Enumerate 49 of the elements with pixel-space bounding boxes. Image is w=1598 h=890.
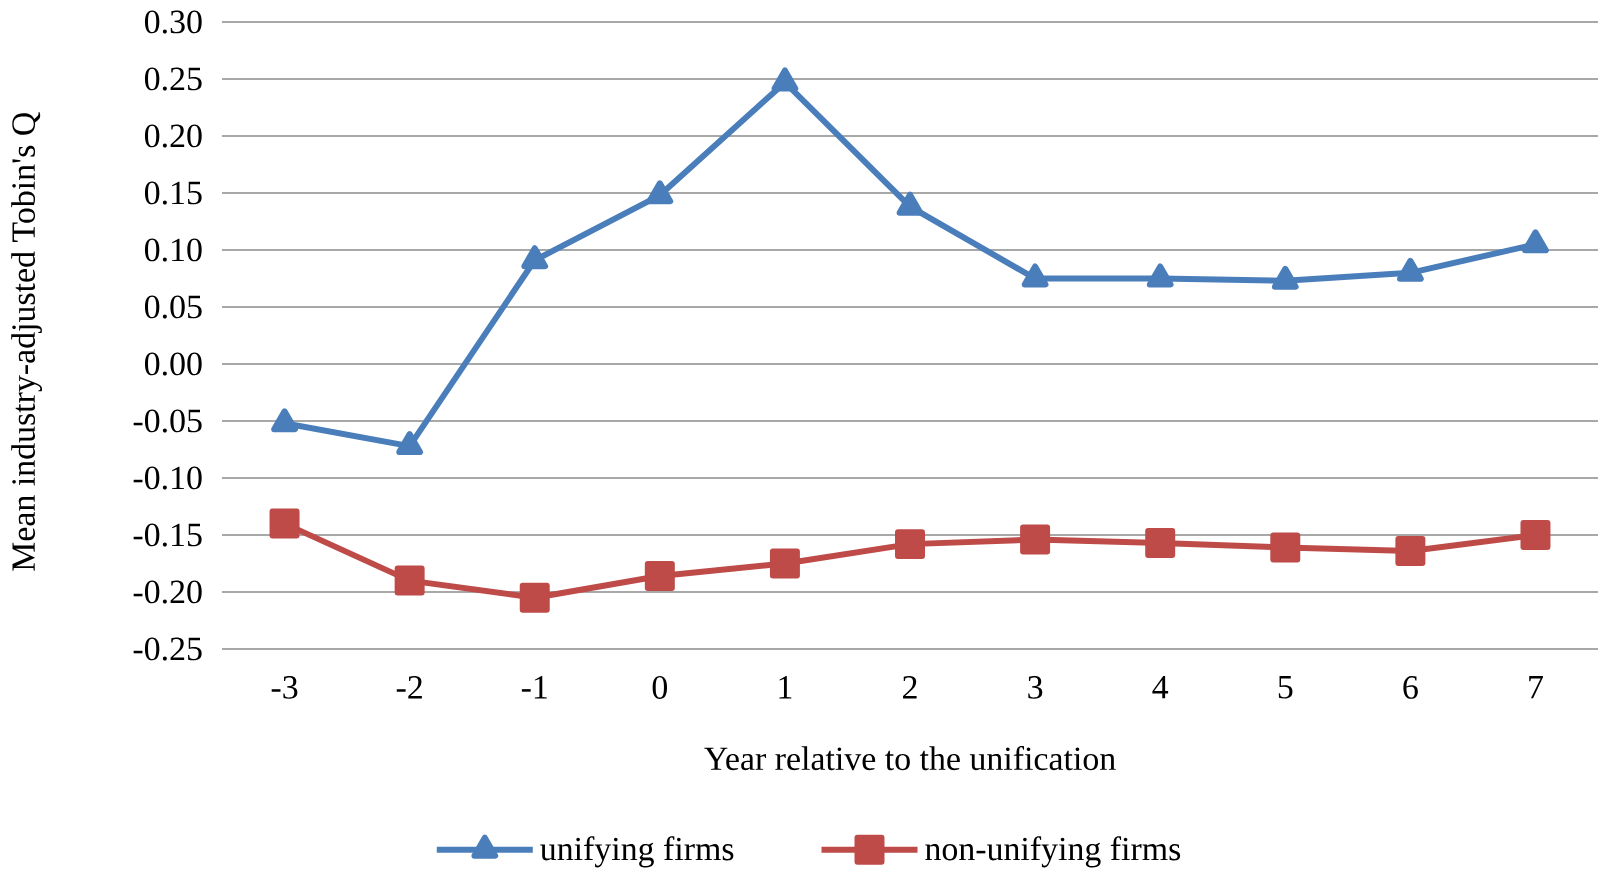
x-tick-label: 1 xyxy=(779,676,792,699)
point xyxy=(269,508,300,539)
x-axis-title: Year relative to the unification xyxy=(704,746,1116,771)
point xyxy=(771,67,799,92)
point xyxy=(769,548,800,579)
point xyxy=(896,191,924,216)
point xyxy=(1021,263,1049,288)
x-tick-label: 3 xyxy=(1028,676,1043,699)
x-tick-label: 7 xyxy=(1529,676,1543,699)
point xyxy=(396,431,424,456)
point xyxy=(644,561,675,592)
y-tick-label: 0.25 xyxy=(144,67,202,91)
point xyxy=(1520,520,1551,550)
y-tick-label: -0.15 xyxy=(133,523,202,547)
y-tick-label: -0.05 xyxy=(133,409,202,433)
x-tick-label: -3 xyxy=(271,676,298,699)
point xyxy=(1396,257,1424,282)
y-tick-label: 0.15 xyxy=(144,181,202,205)
point xyxy=(1146,263,1174,288)
x-tick-label: 0 xyxy=(652,676,668,699)
point xyxy=(521,245,549,270)
point xyxy=(394,565,425,596)
y-tick-label: 0.30 xyxy=(144,10,202,34)
y-tick-label: -0.20 xyxy=(133,580,202,604)
y-tick-label: 0.00 xyxy=(144,352,202,376)
x-tick-label: 2 xyxy=(903,676,917,699)
point xyxy=(1271,265,1299,290)
x-tick-label: 6 xyxy=(1403,676,1418,699)
point xyxy=(271,408,298,433)
point xyxy=(1522,229,1549,254)
y-tick-label: 0.05 xyxy=(144,295,202,319)
y-tick-label: -0.25 xyxy=(133,637,202,661)
x-tick-label: 4 xyxy=(1152,676,1169,699)
point xyxy=(1270,532,1301,563)
y-axis-title: Mean industry-adjusted Tobin's Q xyxy=(11,112,43,571)
point xyxy=(895,529,925,560)
point xyxy=(1395,535,1426,566)
point xyxy=(519,582,550,613)
y-tick-label: 0.10 xyxy=(144,238,202,262)
x-tick-label: -2 xyxy=(396,676,422,699)
legend-label: unifying firms xyxy=(540,836,734,868)
point xyxy=(1020,524,1051,555)
x-tick-label: -1 xyxy=(521,676,547,699)
y-tick-label: -0.10 xyxy=(133,466,202,490)
y-tick-label: 0.20 xyxy=(144,124,202,148)
legend-label: non-unifying firms xyxy=(925,836,1181,868)
point xyxy=(1145,527,1176,558)
point xyxy=(646,180,674,205)
x-tick-label: 5 xyxy=(1278,676,1293,699)
